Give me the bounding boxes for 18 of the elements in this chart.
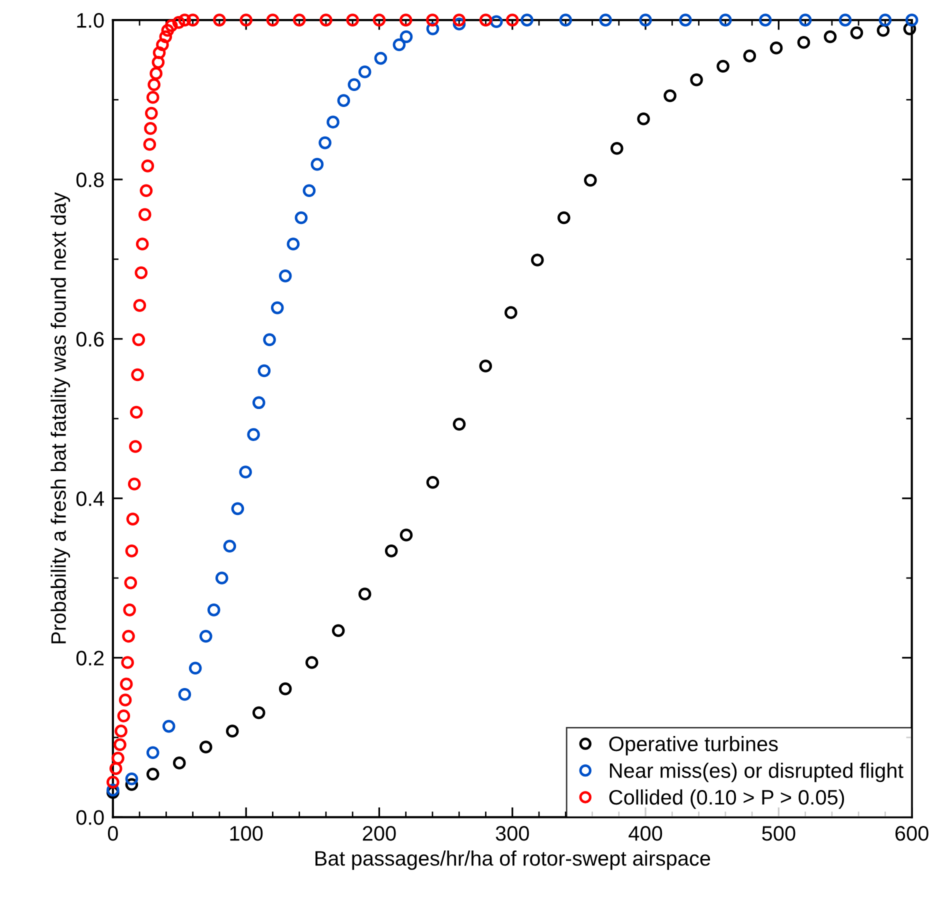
y-tick-label: 0.8	[76, 172, 104, 188]
y-tick-label: 1.0	[77, 13, 104, 28]
y-tick-label: 0.4	[76, 491, 104, 506]
x-tick-label: 600	[896, 826, 928, 841]
legend-label: Collided (0.10 > P > 0.05)	[609, 789, 844, 809]
x-tick-label: 300	[496, 826, 529, 841]
y-tick-label: 0.6	[76, 332, 104, 347]
x-axis-title: Bat passages/hr/ha of rotor-swept airspace	[316, 850, 710, 870]
x-tick-label: 200	[362, 826, 396, 841]
legend-label: Near miss(es) or disrupted flight	[610, 762, 904, 782]
y-tick-label: 0.2	[76, 650, 104, 666]
y-axis-title: Probability a fresh bat fatality was found next day	[50, 192, 70, 644]
x-tick-label: 500	[762, 826, 796, 841]
x-tick-label: 100	[230, 826, 263, 841]
y-tick-label: 0.0	[76, 810, 104, 825]
x-tick-label: 0	[108, 826, 118, 841]
legend-label: Operative turbines	[609, 736, 778, 756]
x-tick-label: 400	[628, 826, 662, 841]
